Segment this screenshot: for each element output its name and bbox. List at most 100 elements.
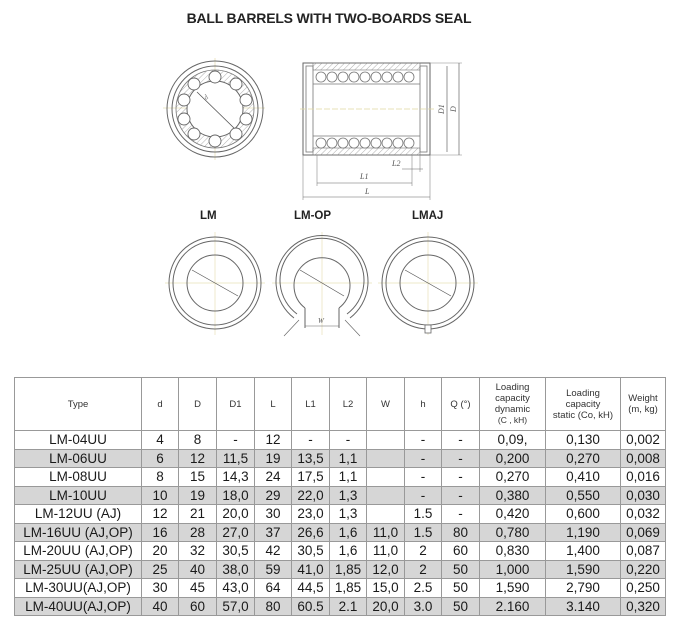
cell-weight: 0,250 <box>620 578 666 598</box>
cell-l1: 41,0 <box>291 559 330 579</box>
cell-dynamic: 1,590 <box>479 578 546 598</box>
cell-w <box>366 448 405 468</box>
table-row: LM-40UU(AJ,OP) 40 60 57,0 80 60.5 2.1 20,0 3.0 50… <box>14 596 666 616</box>
cell-d: 12 <box>178 448 217 468</box>
cell-l1: 60.5 <box>291 596 330 616</box>
cell-dynamic: 1,000 <box>479 559 546 579</box>
header-d: d <box>141 377 179 431</box>
header-static-line2: capacity <box>565 398 601 410</box>
cell-type: LM-04UU <box>14 430 142 450</box>
cell-d1: 43,0 <box>216 578 255 598</box>
cell-q: - <box>441 467 480 487</box>
header-W: W <box>366 377 405 431</box>
cell-weight: 0,002 <box>620 430 666 450</box>
cell-h: 2 <box>404 559 442 579</box>
bearing-side-view-drawing: D1 D L2 L1 L <box>300 62 462 200</box>
cell-dynamic: 0,420 <box>479 504 546 524</box>
cell-l1: 17,5 <box>291 467 330 487</box>
cell-d: 21 <box>178 504 217 524</box>
cell-l2: 1,6 <box>329 541 367 561</box>
cell-l2: 1,3 <box>329 485 367 505</box>
cell-d1: 38,0 <box>216 559 255 579</box>
header-L1: L1 <box>291 377 330 431</box>
cell-weight: 0,008 <box>620 448 666 468</box>
header-D: D <box>178 377 217 431</box>
cell-static: 0,600 <box>545 504 621 524</box>
cell-l2: 1,1 <box>329 448 367 468</box>
cell-d: 8 <box>141 467 179 487</box>
cell-l1: - <box>291 430 330 450</box>
cell-d: 8 <box>178 430 217 450</box>
cell-d: 40 <box>178 559 217 579</box>
cell-d: 60 <box>178 596 217 616</box>
cell-h: 2 <box>404 541 442 561</box>
cell-static: 0,130 <box>545 430 621 450</box>
cell-l: 59 <box>254 559 292 579</box>
cell-l: 80 <box>254 596 292 616</box>
svg-text:D1: D1 <box>437 104 446 115</box>
lm-op-variant-drawing: W <box>272 232 372 337</box>
cell-static: 0,550 <box>545 485 621 505</box>
header-h: h <box>404 377 442 431</box>
cell-q: 80 <box>441 522 480 542</box>
cell-weight: 0,087 <box>620 541 666 561</box>
cell-l1: 44,5 <box>291 578 330 598</box>
cell-q: 50 <box>441 559 480 579</box>
cell-q: 50 <box>441 596 480 616</box>
cell-dynamic: 0,830 <box>479 541 546 561</box>
cell-type: LM-10UU <box>14 485 142 505</box>
header-dynamic-line3: dynamic <box>494 404 531 415</box>
cell-w: 15,0 <box>366 578 405 598</box>
cell-l2: - <box>329 430 367 450</box>
cell-dynamic: 0,780 <box>479 522 546 542</box>
cell-static: 1,190 <box>545 522 621 542</box>
page-title-text: BALL BARRELS WITH TWO-BOARDS SEAL <box>186 10 472 26</box>
cell-weight: 0,016 <box>620 467 666 487</box>
cell-weight: 0,320 <box>620 596 666 616</box>
variant-label-lmaj: LMAJ <box>412 210 444 222</box>
specifications-table: Type d D D1 L L1 L2 W h Q (°) Loading ca… <box>14 377 666 616</box>
cell-q: - <box>441 485 480 505</box>
cell-l: 30 <box>254 504 292 524</box>
cell-d: 4 <box>141 430 179 450</box>
svg-text:W: W <box>318 317 325 325</box>
cell-l: 64 <box>254 578 292 598</box>
header-dynamic-capacity: Loading capacity dynamic (C , kH) <box>479 377 546 431</box>
cell-d: 40 <box>141 596 179 616</box>
cell-weight: 0,220 <box>620 559 666 579</box>
cell-w: 11,0 <box>366 522 405 542</box>
cell-d1: - <box>216 430 255 450</box>
cell-type: LM-20UU (AJ,OP) <box>14 541 142 561</box>
svg-text:L1: L1 <box>359 172 368 181</box>
header-D1: D1 <box>216 377 255 431</box>
table-body: LM-04UU 4 8-12- - - -0,09, 0,130 0,002 LM-06UU 6 1… <box>14 430 666 616</box>
cell-dynamic: 0,200 <box>479 448 546 468</box>
cell-d: 10 <box>141 485 179 505</box>
cell-h: - <box>404 430 442 450</box>
header-dynamic-line4: (C , kH) <box>497 415 528 425</box>
cell-d1: 11,5 <box>216 448 255 468</box>
table-row: LM-30UU(AJ,OP) 30 45 43,0 64 44,5 1,85 15,0 2.5 5… <box>14 578 666 598</box>
cell-type: LM-08UU <box>14 467 142 487</box>
cell-w <box>366 504 405 524</box>
cell-q: - <box>441 504 480 524</box>
svg-text:L: L <box>364 187 370 196</box>
cell-l2: 2.1 <box>329 596 367 616</box>
cell-l2: 1,1 <box>329 467 367 487</box>
cell-dynamic: 0,09, <box>479 430 546 450</box>
cell-d1: 14,3 <box>216 467 255 487</box>
cell-q: - <box>441 448 480 468</box>
cell-d1: 18,0 <box>216 485 255 505</box>
variant-label-lm-op: LM-OP <box>294 210 332 222</box>
table-row: LM-08UU 8 15 14,3 24 17,5 1,1- -0,270 0,410 0,016 <box>14 467 666 487</box>
cell-weight: 0,030 <box>620 485 666 505</box>
cell-h: 2.5 <box>404 578 442 598</box>
cell-static: 0,270 <box>545 448 621 468</box>
header-Q: Q (°) <box>441 377 480 431</box>
cell-l: 37 <box>254 522 292 542</box>
cell-l: 42 <box>254 541 292 561</box>
cell-d1: 27,0 <box>216 522 255 542</box>
table-row: LM-10UU 10 19 18,0 29 22,0 1,3- -0,380 0,550 0,03… <box>14 485 666 505</box>
cell-d: 20 <box>141 541 179 561</box>
header-static-capacity: Loading capacity static (Co, kH) <box>545 377 621 431</box>
